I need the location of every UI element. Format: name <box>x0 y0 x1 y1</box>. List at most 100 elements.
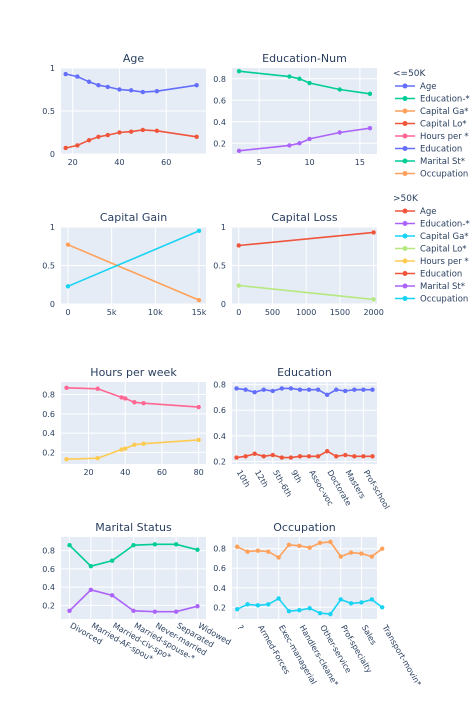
data-point <box>173 542 179 547</box>
plot-area <box>232 382 377 464</box>
data-point <box>276 596 281 601</box>
data-point <box>315 387 321 392</box>
data-point <box>343 388 348 394</box>
data-point <box>140 89 146 95</box>
data-point <box>234 455 239 460</box>
series-line-1 <box>67 243 200 301</box>
series-line-2 <box>238 284 374 301</box>
legend-label: Education-* <box>420 220 470 230</box>
legend-group-title: <=50K <box>393 69 427 79</box>
data-point <box>379 605 385 610</box>
data-point <box>255 548 261 553</box>
data-point <box>63 71 68 77</box>
data-point <box>328 539 333 545</box>
x-tick-label: 60 <box>161 158 171 167</box>
data-point <box>279 455 285 460</box>
data-point <box>352 387 357 392</box>
legend-label: Education <box>420 145 462 155</box>
data-point <box>236 243 241 248</box>
data-point <box>266 602 271 607</box>
series-line-1 <box>238 70 371 95</box>
x-tick-label: 10 <box>304 158 314 167</box>
data-point <box>370 387 375 392</box>
series-line-1 <box>236 387 373 396</box>
data-point <box>117 87 122 92</box>
data-point <box>195 604 200 609</box>
legend-item: Education <box>395 145 462 155</box>
series-line-2 <box>67 230 200 288</box>
legend-label: Age <box>420 82 436 92</box>
data-point <box>65 284 71 289</box>
plot-area <box>61 382 206 464</box>
legend-label: Education <box>420 270 462 280</box>
data-point <box>359 551 364 556</box>
data-point <box>86 79 92 84</box>
panel-capital-loss: 0 0.5 1 0 500 1000 1500 2000 Capital Loss <box>213 211 384 317</box>
data-point <box>140 127 146 133</box>
legend-item: Capital Ga* <box>395 107 469 117</box>
legend-item: Age <box>395 82 436 92</box>
x-tick-label: Sales <box>360 624 378 647</box>
series-line-2 <box>65 129 197 149</box>
data-point <box>196 404 201 410</box>
panel-hours-per-week: 0.2 0.4 0.6 0.8 20 40 60 80 Hours per week <box>42 366 206 477</box>
data-point <box>64 456 69 462</box>
data-point <box>105 132 110 138</box>
data-point <box>261 387 266 392</box>
y-tick-label: 1 <box>50 64 55 73</box>
panel-occupation: 0.20.40.60.8? Armed-ForcesExec-managerial… <box>213 521 423 688</box>
data-point <box>128 88 134 93</box>
panel-title: Occupation <box>273 521 336 534</box>
legend-marker <box>402 208 408 214</box>
x-tick-label: 15k <box>192 308 207 317</box>
data-point <box>234 607 240 612</box>
y-tick-label: 0.8 <box>213 75 226 84</box>
legend-item: Education-* <box>395 95 470 105</box>
data-point <box>307 80 312 86</box>
data-point <box>379 546 385 551</box>
legend-item: Age <box>395 207 436 217</box>
data-point <box>132 442 137 447</box>
legend-marker <box>402 233 408 239</box>
x-tick-label: 60 <box>157 468 167 477</box>
data-point <box>234 544 240 549</box>
data-point <box>276 555 281 560</box>
data-point <box>338 554 343 559</box>
x-tick-label: 5k <box>107 308 117 317</box>
y-tick-label: 0 <box>221 300 226 309</box>
data-point <box>105 84 110 90</box>
data-point <box>352 454 357 459</box>
data-point <box>152 542 158 547</box>
panel-title: Hours per week <box>90 366 177 379</box>
data-point <box>334 387 339 392</box>
data-point <box>236 283 241 288</box>
y-tick-label: 0.4 <box>42 583 55 592</box>
data-point <box>270 388 275 394</box>
data-point <box>88 563 94 569</box>
data-point <box>141 401 146 406</box>
data-point <box>324 392 330 398</box>
legend-marker <box>402 83 408 89</box>
data-point <box>361 387 366 392</box>
legend-label: Capital Ga* <box>420 107 469 117</box>
data-point <box>334 454 339 459</box>
data-point <box>196 297 202 303</box>
legend-marker <box>402 96 408 101</box>
legend-label: Capital Lo* <box>420 120 467 130</box>
series-line-2 <box>236 450 373 459</box>
data-point <box>75 74 80 79</box>
x-tick-label: 80 <box>194 468 204 477</box>
data-point <box>86 138 92 143</box>
y-tick-label: 0.2 <box>42 448 55 457</box>
data-point <box>234 386 239 391</box>
panel-capital-gain: 0 0.5 1 0 5k 10k 15k Capital Gain <box>42 211 207 317</box>
series-line-1 <box>238 231 374 247</box>
y-tick-label: 0.8 <box>42 547 55 556</box>
y-tick-label: 0.8 <box>213 545 226 554</box>
data-point <box>324 448 330 454</box>
legend-label: Marital St* <box>420 157 465 167</box>
data-point <box>123 446 128 451</box>
data-point <box>306 454 312 459</box>
data-point <box>288 386 294 391</box>
